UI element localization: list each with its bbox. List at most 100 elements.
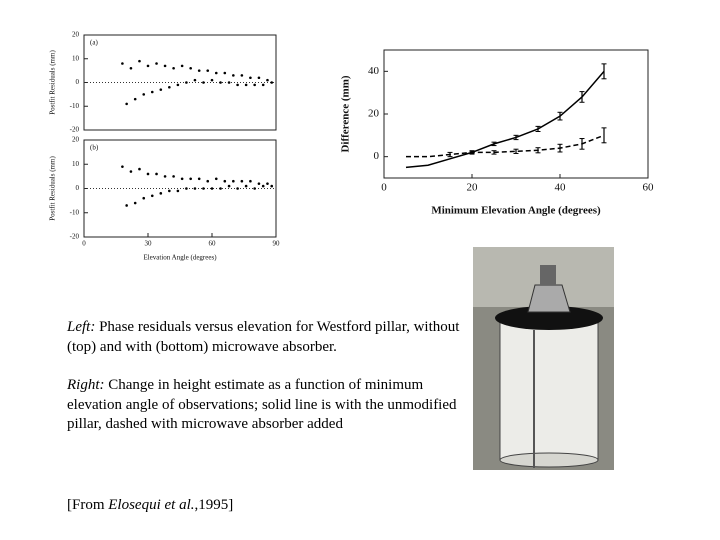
point [193, 78, 197, 82]
y-tick-label: 20 [72, 31, 80, 39]
photo-antenna-top [540, 265, 556, 285]
point [232, 74, 235, 77]
y-tick-label: 10 [72, 54, 80, 62]
y-tick-label: -10 [70, 208, 80, 216]
point [253, 187, 256, 190]
point [159, 192, 163, 195]
point [142, 196, 146, 200]
point [223, 179, 227, 183]
y-tick-label: -20 [70, 233, 80, 241]
point [232, 179, 235, 183]
point [163, 64, 167, 68]
point [172, 175, 175, 178]
point [180, 177, 184, 181]
point [150, 194, 154, 198]
point [155, 62, 158, 65]
point [193, 187, 197, 190]
point [206, 69, 210, 72]
point [206, 179, 210, 183]
point [133, 201, 137, 205]
point [266, 182, 269, 185]
point [159, 88, 163, 91]
citation-post: ,1995] [194, 497, 234, 513]
plot-frame [383, 49, 649, 179]
point [261, 184, 265, 188]
point [257, 76, 261, 80]
x-tick-label: 20 [467, 182, 479, 194]
x-axis-label: Minimum Elevation Angle (degrees) [431, 205, 601, 217]
point [219, 81, 222, 84]
point [138, 59, 141, 63]
point [180, 64, 184, 68]
y-tick-label: 0 [76, 184, 80, 192]
point [240, 179, 244, 183]
x-tick-label: 0 [381, 182, 387, 194]
point [214, 177, 218, 181]
point [142, 93, 146, 96]
y-axis-label: Postfit Residuals (mm) [49, 50, 57, 115]
point [253, 83, 256, 87]
photo [473, 247, 614, 470]
point [163, 175, 167, 178]
y-tick-label: -10 [70, 102, 80, 110]
panel-label: (b) [90, 144, 99, 152]
point [197, 177, 201, 181]
point [257, 182, 261, 185]
point [240, 74, 244, 77]
y-tick-label: 20 [72, 136, 80, 144]
y-axis-label: Postfit Residuals (mm) [49, 156, 57, 221]
citation-pre: [From [67, 497, 109, 513]
point [185, 81, 188, 84]
point [261, 83, 265, 87]
caption-right-lead: Right: [67, 377, 105, 393]
y-tick-label: 0 [374, 150, 380, 162]
y-tick-label: 40 [368, 65, 380, 77]
photo-antenna [527, 284, 571, 313]
point [210, 187, 214, 190]
caption-right-text: Change in height estimate as a function … [67, 377, 457, 432]
x-axis-label: Elevation Angle (degrees) [143, 254, 217, 262]
y-tick-label: 10 [72, 160, 80, 168]
point [244, 83, 248, 87]
x-tick-label: 30 [145, 240, 153, 248]
point [125, 102, 128, 106]
point [236, 187, 239, 190]
panel-label: (a) [90, 39, 98, 47]
point [150, 90, 154, 94]
point [129, 66, 133, 70]
citation-authors: Elosequi et al. [108, 497, 195, 513]
caption-left-text: Phase residuals versus elevation for Wes… [67, 319, 460, 355]
point [146, 64, 150, 68]
point [223, 71, 227, 75]
y-tick-label: -20 [70, 126, 80, 134]
point [249, 179, 252, 183]
series-line [405, 70, 605, 169]
point [176, 189, 180, 193]
x-tick-label: 90 [273, 240, 281, 248]
point [266, 78, 269, 82]
point [189, 177, 192, 181]
x-tick-label: 60 [643, 182, 655, 194]
point [155, 172, 158, 176]
point [244, 184, 248, 188]
point [189, 66, 192, 70]
point [197, 69, 201, 72]
point [270, 184, 274, 188]
point [227, 81, 231, 84]
photo-pillar [499, 319, 599, 461]
point [185, 187, 188, 190]
point [168, 189, 171, 193]
x-tick-label: 0 [82, 240, 86, 248]
y-axis-label: Difference (mm) [340, 75, 352, 152]
photo-absorber [495, 306, 603, 330]
point [227, 184, 231, 188]
point [168, 85, 171, 89]
point [202, 187, 205, 190]
point [219, 187, 222, 190]
point [129, 170, 133, 173]
point [202, 81, 205, 84]
point [214, 71, 218, 75]
point [133, 97, 137, 101]
point [210, 78, 214, 82]
point [146, 172, 150, 176]
